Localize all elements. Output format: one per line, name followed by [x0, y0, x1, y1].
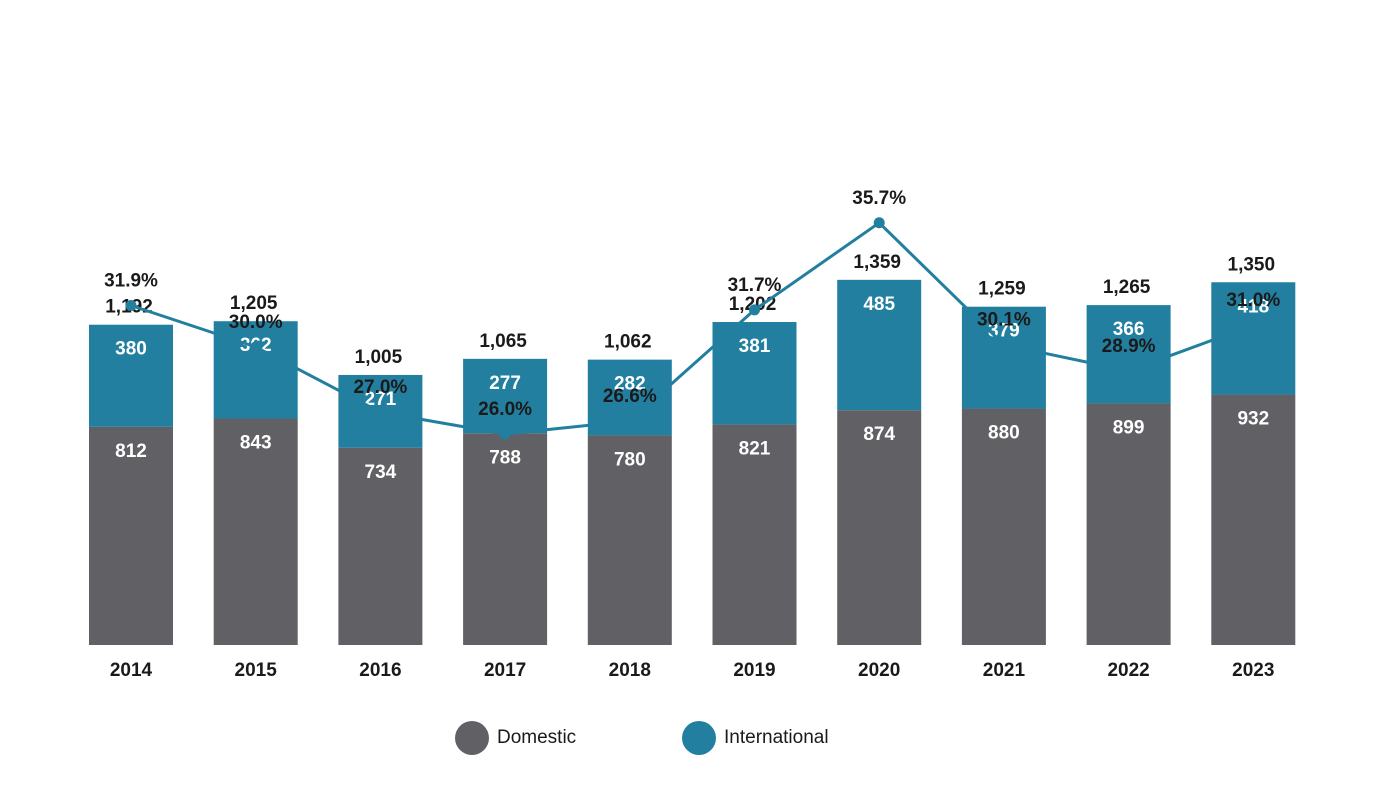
x-tick-2015: 2015 — [235, 660, 278, 681]
bar-domestic-2016 — [338, 447, 423, 645]
bar-domestic-2018 — [587, 435, 672, 645]
x-tick-2023: 2023 — [1232, 660, 1274, 681]
bar-domestic-2023 — [1211, 394, 1296, 645]
label-international-2014: 380 — [115, 339, 147, 360]
bar-international-2017 — [463, 358, 548, 434]
label-international-2020: 485 — [863, 294, 895, 315]
x-tick-2017: 2017 — [484, 660, 526, 681]
x-tick-2018: 2018 — [609, 660, 651, 681]
line-point-2018 — [624, 415, 636, 427]
line-label-2022: 28.9% — [1102, 336, 1156, 357]
label-international-2018: 282 — [614, 374, 646, 395]
line-point-2023 — [1247, 319, 1259, 331]
bar-domestic-2019 — [712, 424, 797, 645]
label-international-2017: 277 — [489, 373, 521, 394]
legend-item-domestic: Domestic — [455, 721, 576, 755]
line-label-2020: 35.7% — [852, 188, 906, 209]
label-total-2015: 1,205 — [230, 293, 278, 314]
line-point-2021 — [998, 339, 1010, 351]
label-international-2022: 366 — [1113, 319, 1145, 340]
bar-international-2023 — [1211, 282, 1296, 395]
line-point-2022 — [1123, 365, 1135, 377]
x-tick-2022: 2022 — [1107, 660, 1149, 681]
label-total-2016: 1,005 — [355, 347, 403, 368]
bar-domestic-2017 — [463, 433, 548, 645]
label-domestic-2018: 780 — [614, 449, 646, 470]
line-label-2014: 31.9% — [104, 271, 158, 292]
label-domestic-2016: 734 — [365, 462, 397, 483]
line-label-2018: 26.6% — [603, 386, 657, 407]
line-point-2017 — [499, 428, 511, 440]
label-domestic-2023: 932 — [1237, 409, 1269, 430]
legend-swatch-domestic — [455, 721, 489, 755]
label-domestic-2020: 874 — [863, 424, 895, 445]
x-tick-2020: 2020 — [858, 660, 900, 681]
line-label-2023: 31.0% — [1226, 290, 1280, 311]
line-point-2016 — [374, 406, 386, 418]
line-label-2017: 26.0% — [478, 399, 532, 420]
label-total-2023: 1,350 — [1228, 254, 1276, 275]
line-label-2016: 27.0% — [353, 377, 407, 398]
label-domestic-2021: 880 — [988, 423, 1020, 444]
legend: Domestic International — [0, 721, 1400, 761]
label-total-2019: 1,202 — [729, 294, 777, 315]
line-label-2019: 31.7% — [728, 275, 782, 296]
label-total-2017: 1,065 — [479, 331, 527, 352]
legend-swatch-international — [682, 721, 716, 755]
label-total-2021: 1,259 — [978, 279, 1026, 300]
label-international-2016: 271 — [365, 389, 397, 410]
label-total-2022: 1,265 — [1103, 277, 1151, 298]
bar-domestic-2014 — [89, 426, 173, 645]
bar-international-2019 — [712, 322, 797, 425]
bar-international-2021 — [961, 306, 1046, 409]
label-total-2018: 1,062 — [604, 332, 652, 353]
label-domestic-2014: 812 — [115, 441, 147, 462]
bar-international-2022 — [1086, 305, 1171, 404]
line-point-2015 — [250, 341, 262, 353]
bar-domestic-2021 — [961, 408, 1046, 645]
x-tick-2019: 2019 — [733, 660, 775, 681]
label-domestic-2019: 821 — [739, 438, 771, 459]
label-total-2020: 1,359 — [853, 252, 901, 273]
label-domestic-2015: 843 — [240, 432, 272, 453]
bar-domestic-2020 — [837, 410, 922, 645]
line-series — [130, 221, 1254, 436]
bar-international-2014 — [89, 324, 173, 427]
label-international-2019: 381 — [739, 336, 771, 357]
line-label-2021: 30.1% — [977, 310, 1031, 331]
label-domestic-2017: 788 — [489, 447, 521, 468]
x-tick-2021: 2021 — [983, 660, 1026, 681]
legend-label-domestic: Domestic — [497, 727, 577, 748]
label-international-2023: 418 — [1237, 296, 1269, 317]
bar-domestic-2015 — [213, 418, 298, 645]
line-point-2020 — [873, 217, 885, 229]
bar-domestic-2022 — [1086, 403, 1171, 645]
line-point-2014 — [125, 300, 137, 312]
line-point-2019 — [749, 304, 760, 316]
legend-label-international: International — [724, 727, 829, 748]
x-tick-2014: 2014 — [110, 660, 153, 681]
bar-international-2020 — [837, 279, 922, 411]
legend-item-international: International — [682, 721, 829, 755]
x-tick-2016: 2016 — [359, 660, 401, 681]
line-label-2015: 30.0% — [229, 312, 283, 333]
label-domestic-2022: 899 — [1113, 417, 1145, 438]
